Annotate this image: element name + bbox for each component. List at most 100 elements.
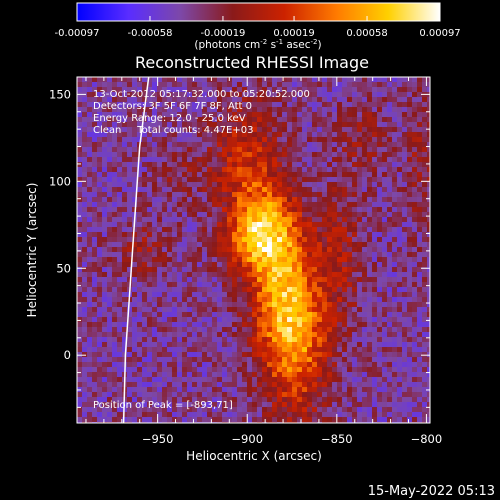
heatmap-cell [122,137,128,143]
heatmap-cell [232,407,238,413]
heatmap-cell [412,292,418,298]
heatmap-cell [322,342,328,348]
heatmap-cell [337,212,343,218]
heatmap-cell [357,227,363,233]
heatmap-cell [207,82,213,88]
heatmap-cell [387,282,393,288]
heatmap-cell [77,142,83,148]
heatmap-cell [117,247,123,253]
heatmap-cell [112,107,118,113]
heatmap-cell [387,412,393,418]
heatmap-cell [182,127,188,133]
heatmap-cell [392,327,398,333]
heatmap-cell [392,367,398,373]
heatmap-cell [207,417,213,423]
heatmap-cell [107,177,113,183]
heatmap-cell [357,312,363,318]
heatmap-cell [212,327,218,333]
heatmap-cell [372,417,378,423]
heatmap-cell [97,147,103,153]
heatmap-cell [327,112,333,118]
heatmap-cell [82,82,88,88]
heatmap-cell [277,412,283,418]
heatmap-cell [352,252,358,258]
heatmap-cell [127,122,133,128]
heatmap-cell [227,277,233,283]
heatmap-cell [82,382,88,388]
heatmap-cell [272,367,278,373]
heatmap-cell [77,332,83,338]
heatmap-cell [137,267,143,273]
heatmap-cell [122,287,128,293]
heatmap-cell [122,132,128,138]
heatmap-cell [372,287,378,293]
heatmap-cell [107,97,113,103]
heatmap-cell [242,292,248,298]
heatmap-cell [82,392,88,398]
heatmap-cell [332,277,338,283]
heatmap-cell [317,142,323,148]
heatmap-cell [237,152,243,158]
heatmap-cell [252,332,258,338]
heatmap-cell [382,292,388,298]
heatmap-cell [312,152,318,158]
heatmap-cell [337,367,343,373]
heatmap-cell [262,147,268,153]
heatmap-cell [352,257,358,263]
heatmap-cell [367,167,373,173]
heatmap-cell [392,272,398,278]
heatmap-cell [142,397,148,403]
heatmap-cell [377,202,383,208]
heatmap-cell [82,252,88,258]
heatmap-cell [262,142,268,148]
heatmap-cell [377,302,383,308]
heatmap-cell [417,122,423,128]
heatmap-cell [207,97,213,103]
heatmap-cell [357,232,363,238]
heatmap-cell [352,187,358,193]
heatmap-cell [187,152,193,158]
heatmap-cell [417,92,423,98]
heatmap-cell [217,167,223,173]
heatmap-cell [232,352,238,358]
heatmap-cell [347,342,353,348]
heatmap-cell [417,342,423,348]
heatmap-cell [137,247,143,253]
heatmap-cell [142,322,148,328]
heatmap-cell [387,287,393,293]
heatmap-cell [342,247,348,253]
heatmap-cell [207,157,213,163]
heatmap-cell [172,257,178,263]
heatmap-cell [197,167,203,173]
heatmap-cell [197,287,203,293]
heatmap-cell [277,142,283,148]
heatmap-cell [307,147,313,153]
heatmap-cell [272,77,278,83]
heatmap-cell [407,367,413,373]
heatmap-cell [247,232,253,238]
heatmap-cell [227,157,233,163]
heatmap-cell [422,167,428,173]
heatmap-cell [177,257,183,263]
heatmap-cell [167,252,173,258]
heatmap-cell [77,407,83,413]
heatmap-cell [327,347,333,353]
heatmap-cell [97,222,103,228]
heatmap-cell [242,367,248,373]
heatmap-cell [107,417,113,423]
heatmap-cell [412,352,418,358]
heatmap-cell [262,357,268,363]
heatmap-cell [262,137,268,143]
heatmap-cell [197,387,203,393]
heatmap-cell [237,147,243,153]
heatmap-cell [382,392,388,398]
heatmap-cell [117,172,123,178]
heatmap-cell [142,387,148,393]
heatmap-cell [222,297,228,303]
heatmap-cell [142,127,148,133]
heatmap-cell [267,372,273,378]
heatmap-cell [427,317,430,323]
heatmap-cell [182,377,188,383]
heatmap-cell [237,192,243,198]
heatmap-cell [422,77,428,83]
